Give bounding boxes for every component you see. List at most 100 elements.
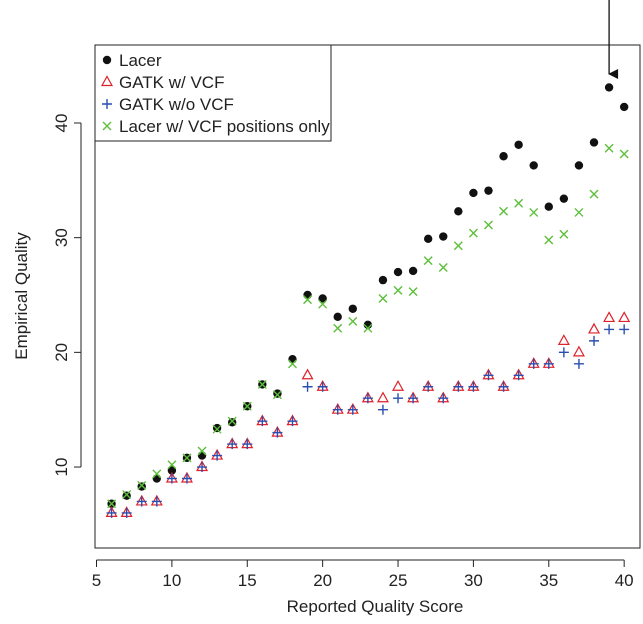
point (272, 390, 282, 400)
x-tick-label: 40 (615, 571, 634, 590)
point (151, 496, 162, 507)
legend-label: GATK w/ VCF (119, 73, 224, 92)
point (392, 380, 405, 391)
point (423, 256, 433, 266)
point (454, 207, 463, 216)
point (167, 466, 177, 475)
point (378, 293, 388, 303)
point (197, 446, 207, 456)
point (513, 370, 524, 381)
point (603, 311, 616, 323)
point (573, 358, 584, 369)
point (529, 207, 539, 217)
point (303, 295, 313, 305)
point (227, 439, 238, 450)
point (377, 404, 388, 415)
point (347, 404, 358, 415)
point (212, 423, 222, 433)
point (408, 266, 418, 276)
point (227, 416, 237, 426)
point (499, 152, 508, 161)
x-tick-label: 5 (92, 571, 101, 590)
point (378, 275, 388, 285)
point (499, 206, 509, 216)
y-tick-label: 10 (52, 458, 71, 477)
point (453, 241, 463, 251)
point (106, 507, 117, 518)
point (167, 460, 177, 470)
point (137, 480, 147, 490)
point (438, 262, 448, 272)
legend-marker (102, 55, 112, 65)
point (121, 507, 132, 518)
point (376, 391, 389, 403)
point (618, 311, 631, 323)
point (182, 453, 192, 463)
point (272, 427, 283, 438)
point (483, 220, 493, 230)
y-tick-label: 30 (52, 228, 71, 247)
y-tick-label: 20 (52, 343, 71, 362)
point (439, 232, 448, 241)
legend-box (94, 44, 332, 142)
point (423, 234, 433, 244)
point (287, 416, 298, 427)
point (408, 287, 418, 297)
point (587, 322, 601, 334)
point (348, 316, 358, 326)
point (363, 323, 373, 333)
x-tick-label: 25 (389, 571, 408, 590)
x-tick-label: 35 (539, 571, 558, 590)
point (242, 401, 252, 411)
point (332, 404, 343, 415)
point (318, 294, 327, 303)
point (544, 202, 553, 211)
point (498, 381, 509, 392)
point (604, 83, 614, 92)
point (257, 379, 267, 389)
point (107, 499, 117, 509)
point (362, 393, 373, 404)
point (574, 207, 584, 217)
point (333, 323, 343, 333)
point (288, 355, 297, 364)
point (318, 299, 328, 309)
point (122, 491, 131, 500)
point (483, 370, 494, 381)
point (529, 161, 538, 170)
point (574, 161, 584, 170)
point (122, 490, 132, 500)
legend-label: Lacer (119, 51, 162, 70)
legend-marker (102, 121, 112, 131)
point (619, 149, 629, 159)
point (514, 198, 524, 208)
legend-label: GATK w/o VCF (119, 95, 234, 114)
point (453, 381, 464, 392)
point (468, 228, 478, 238)
point (572, 345, 585, 357)
point (303, 290, 312, 300)
point (469, 188, 478, 198)
point (197, 462, 208, 473)
point (557, 334, 570, 345)
legend-marker (102, 99, 112, 109)
point (333, 312, 342, 321)
x-tick-label: 30 (464, 571, 483, 590)
point (619, 102, 629, 112)
point (197, 451, 207, 460)
point (317, 381, 328, 392)
point (438, 393, 449, 404)
point (514, 140, 523, 149)
point (242, 439, 253, 450)
point (559, 194, 569, 203)
point (544, 235, 554, 245)
point (423, 381, 434, 392)
x-tick-label: 10 (162, 571, 181, 590)
x-tick-label: 15 (238, 571, 257, 590)
point (152, 474, 162, 483)
point (559, 229, 569, 239)
point (212, 450, 223, 461)
point (589, 138, 599, 147)
point (212, 424, 222, 434)
